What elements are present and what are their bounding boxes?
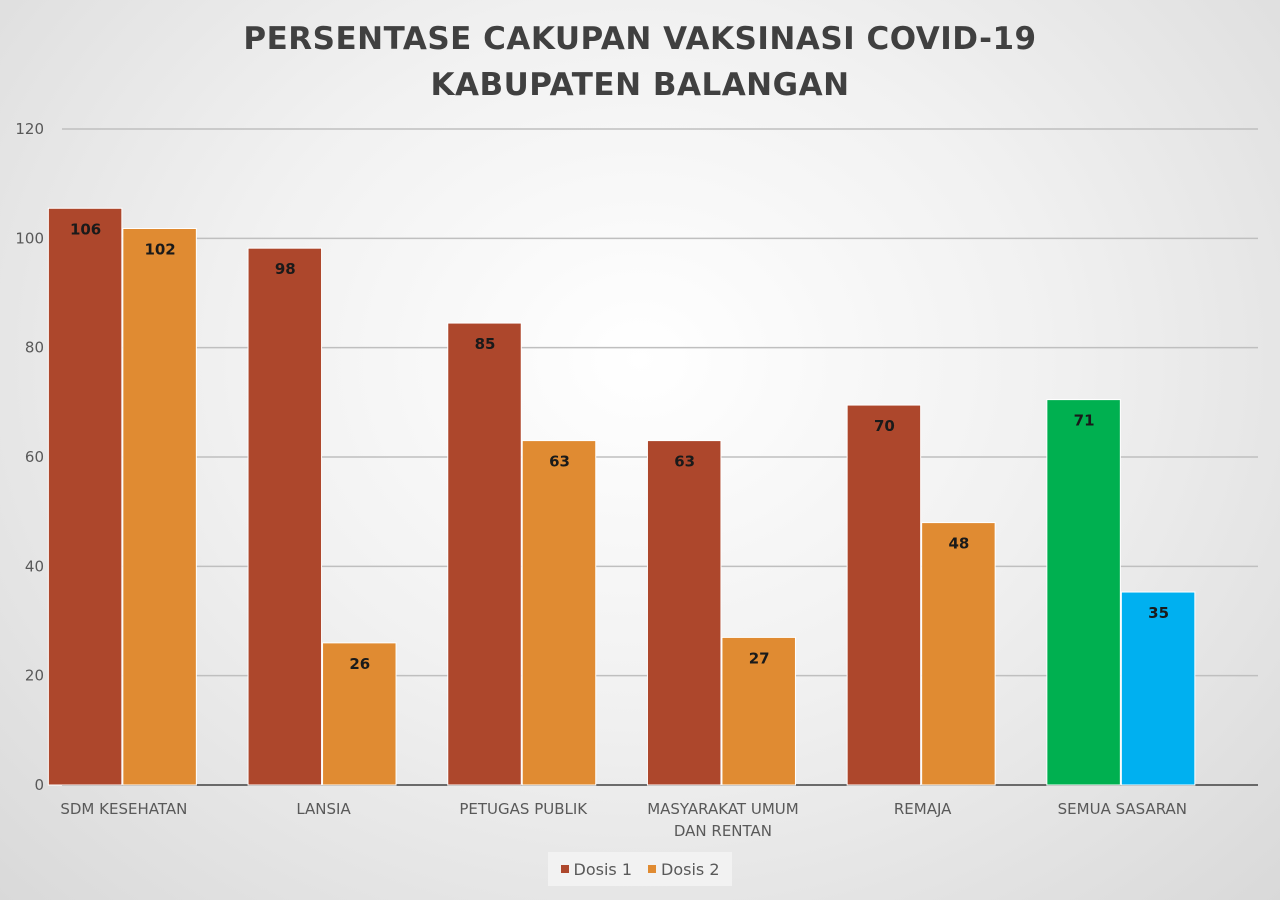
x-category-label: PETUGAS PUBLIK bbox=[459, 800, 588, 818]
legend-swatch-dosis-2 bbox=[648, 865, 656, 873]
data-label: 98 bbox=[275, 260, 296, 278]
legend-item-dosis-1: Dosis 1 bbox=[560, 859, 633, 879]
x-category-label: DAN RENTAN bbox=[674, 822, 772, 840]
data-label: 63 bbox=[549, 453, 570, 471]
legend-label-dosis-2: Dosis 2 bbox=[661, 859, 720, 879]
bar-dosis-2 bbox=[122, 227, 197, 786]
bars bbox=[47, 207, 1196, 786]
data-label: 26 bbox=[349, 655, 370, 673]
data-labels: 106 102 98 26 85 63 63 27 70 48 71 35 bbox=[70, 220, 1169, 673]
x-category-label: LANSIA bbox=[296, 800, 351, 818]
bar-dosis-1 bbox=[47, 207, 123, 786]
legend-item-dosis-2: Dosis 2 bbox=[648, 860, 720, 879]
bar-dosis-2 bbox=[1120, 591, 1196, 786]
x-category-label: SEMUA SASARAN bbox=[1058, 800, 1187, 818]
y-tick-label: 100 bbox=[15, 229, 44, 247]
data-label: 35 bbox=[1148, 604, 1169, 622]
y-tick-label: 20 bbox=[25, 667, 44, 685]
data-label: 48 bbox=[948, 535, 969, 553]
data-label: 71 bbox=[1074, 412, 1095, 430]
bar-dosis-1 bbox=[646, 440, 722, 786]
bar-dosis-2 bbox=[721, 636, 796, 786]
data-label: 27 bbox=[749, 649, 770, 667]
data-label: 70 bbox=[874, 417, 895, 435]
x-axis-categories: SDM KESEHATAN LANSIA PETUGAS PUBLIK MASYARA… bbox=[60, 800, 1187, 840]
bar-dosis-2 bbox=[322, 642, 397, 786]
bar-dosis-2 bbox=[921, 522, 996, 786]
chart-title-line-1: PERSENTASE CAKUPAN VAKSINASI COVID-19 bbox=[243, 21, 1037, 57]
x-category-label: SDM KESEHATAN bbox=[60, 800, 187, 818]
bar-dosis-1 bbox=[1046, 399, 1121, 786]
bar-dosis-1 bbox=[447, 322, 522, 786]
data-label: 63 bbox=[674, 453, 695, 471]
y-tick-label: 40 bbox=[25, 557, 44, 575]
y-tick-label: 60 bbox=[25, 448, 44, 466]
legend-label-dosis-1: Dosis 1 bbox=[573, 859, 633, 879]
legend-swatch-dosis-1 bbox=[560, 865, 569, 873]
y-tick-label: 120 bbox=[15, 120, 44, 138]
x-category-label: REMAJA bbox=[894, 800, 952, 818]
bar-dosis-1 bbox=[846, 404, 922, 786]
chart-title: PERSENTASE CAKUPAN VAKSINASI COVID-19 KA… bbox=[0, 16, 1280, 108]
y-axis-ticks: 0 20 40 60 80 100 120 bbox=[15, 120, 44, 794]
legend: Dosis 1 Dosis 2 bbox=[548, 852, 732, 886]
y-tick-label: 80 bbox=[25, 339, 44, 357]
data-label: 85 bbox=[475, 335, 496, 353]
bar-dosis-2 bbox=[521, 440, 597, 786]
data-label: 106 bbox=[70, 220, 101, 238]
data-label: 102 bbox=[144, 240, 175, 258]
bar-dosis-1 bbox=[247, 247, 323, 786]
y-tick-label: 0 bbox=[34, 776, 44, 794]
chart-title-line-2: KABUPATEN BALANGAN bbox=[430, 67, 850, 103]
x-category-label: MASYARAKAT UMUM bbox=[647, 800, 799, 818]
